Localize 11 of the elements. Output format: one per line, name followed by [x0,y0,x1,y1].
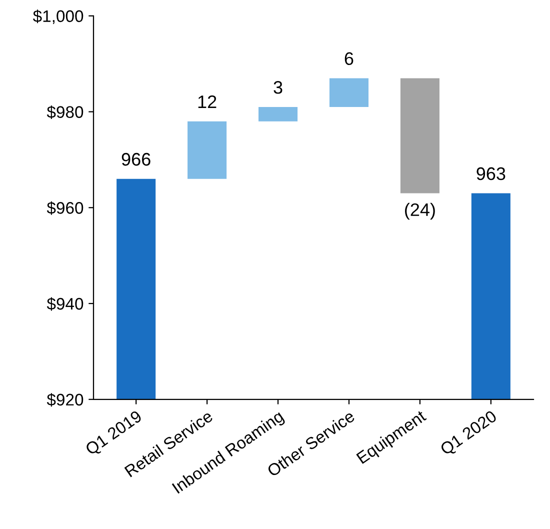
data-label: (24) [405,202,435,220]
y-tick-label: $920 [46,393,84,407]
y-tick-label: $1,000 [32,10,84,24]
data-label: 3 [274,81,282,94]
data-label: 963 [476,167,506,180]
data-label: 12 [198,95,216,108]
y-tick-label: $940 [46,297,84,311]
y-tick-label: $960 [46,201,84,215]
data-label: 6 [344,52,354,66]
y-tick-label: $980 [46,105,84,119]
data-label: 966 [122,152,150,166]
